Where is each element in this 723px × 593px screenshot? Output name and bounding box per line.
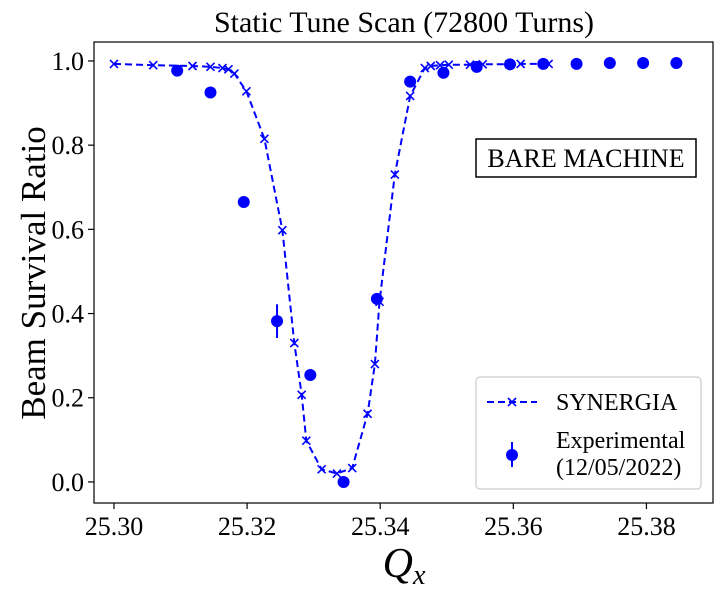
y-tick-label: 0.2	[52, 384, 85, 413]
x-axis-label-main: Q	[383, 541, 413, 587]
synergia-marker	[241, 86, 251, 96]
synergia-marker	[301, 436, 311, 446]
synergia-marker	[277, 225, 287, 235]
synergia-marker	[223, 64, 234, 74]
experimental-point	[670, 57, 683, 70]
experimental-point	[304, 369, 317, 382]
legend-synergia-label: SYNERGIA	[556, 390, 678, 416]
legend-synergia-marker	[507, 397, 517, 407]
x-tick-label: 25.38	[617, 512, 676, 541]
annotation-frame	[475, 138, 697, 178]
legend-frame	[475, 376, 702, 490]
y-tick-label: 0.0	[52, 468, 85, 497]
experimental-point	[503, 58, 516, 71]
synergia-marker	[420, 63, 430, 73]
experimental-point	[437, 66, 450, 79]
experimental-point	[537, 57, 550, 70]
x-tick-label: 25.36	[484, 512, 543, 541]
synergia-marker	[390, 170, 400, 180]
experimental-point	[570, 57, 583, 70]
experimental-point	[171, 64, 184, 77]
synergia-marker	[347, 463, 357, 473]
synergia-marker	[205, 62, 216, 72]
x-tick-label: 25.32	[218, 512, 277, 541]
synergia-marker	[148, 60, 158, 70]
synergia-marker	[317, 464, 327, 474]
y-tick-label: 0.8	[52, 131, 85, 160]
annotation-box: BARE MACHINE	[475, 138, 697, 178]
synergia-marker	[187, 61, 198, 71]
synergia-marker	[426, 61, 436, 71]
y-tick-label: 0.6	[52, 215, 85, 244]
experimental-point	[237, 195, 250, 208]
legend-experimental-marker	[506, 449, 518, 461]
synergia-marker	[109, 59, 119, 69]
chart-title: Static Tune Scan (72800 Turns)	[214, 6, 594, 39]
x-tick-label: 25.34	[351, 512, 410, 541]
synergia-marker	[516, 59, 526, 69]
synergia-marker	[332, 468, 342, 479]
y-tick-label: 1.0	[52, 47, 85, 76]
experimental-point	[370, 292, 383, 305]
axes-frame	[93, 41, 714, 504]
annotation-label: BARE MACHINE	[487, 144, 684, 173]
synergia-marker	[289, 338, 299, 348]
experimental-point	[337, 475, 350, 488]
x-axis-label: Qx	[383, 541, 426, 591]
synergia-marker	[362, 409, 373, 419]
experimental-point	[404, 75, 417, 88]
experimental-point	[204, 86, 217, 99]
experimental-point	[637, 57, 650, 70]
synergia-marker	[229, 69, 240, 79]
experimental-point	[271, 315, 284, 328]
legend: SYNERGIA Experimental (12/05/2022)	[475, 376, 702, 490]
x-axis-label-subscript: x	[412, 560, 426, 591]
synergia-marker	[259, 134, 269, 144]
y-axis-label: Beam Survival Ratio	[14, 126, 53, 420]
legend-experimental-date: (12/05/2022)	[556, 455, 681, 481]
synergia-marker	[297, 390, 307, 400]
y-tick-label: 0.4	[52, 300, 85, 329]
x-tick-label: 25.30	[85, 512, 144, 541]
plot-area	[109, 57, 683, 488]
experimental-point	[603, 57, 616, 70]
legend-experimental-label: Experimental	[556, 428, 686, 454]
experimental-point	[470, 60, 483, 73]
synergia-marker	[405, 91, 415, 101]
synergia-marker	[370, 359, 380, 369]
axes: 25.30 25.32 25.34 25.36 25.38 0.0 0.2 0.4 0.6 0.8…	[52, 41, 714, 541]
